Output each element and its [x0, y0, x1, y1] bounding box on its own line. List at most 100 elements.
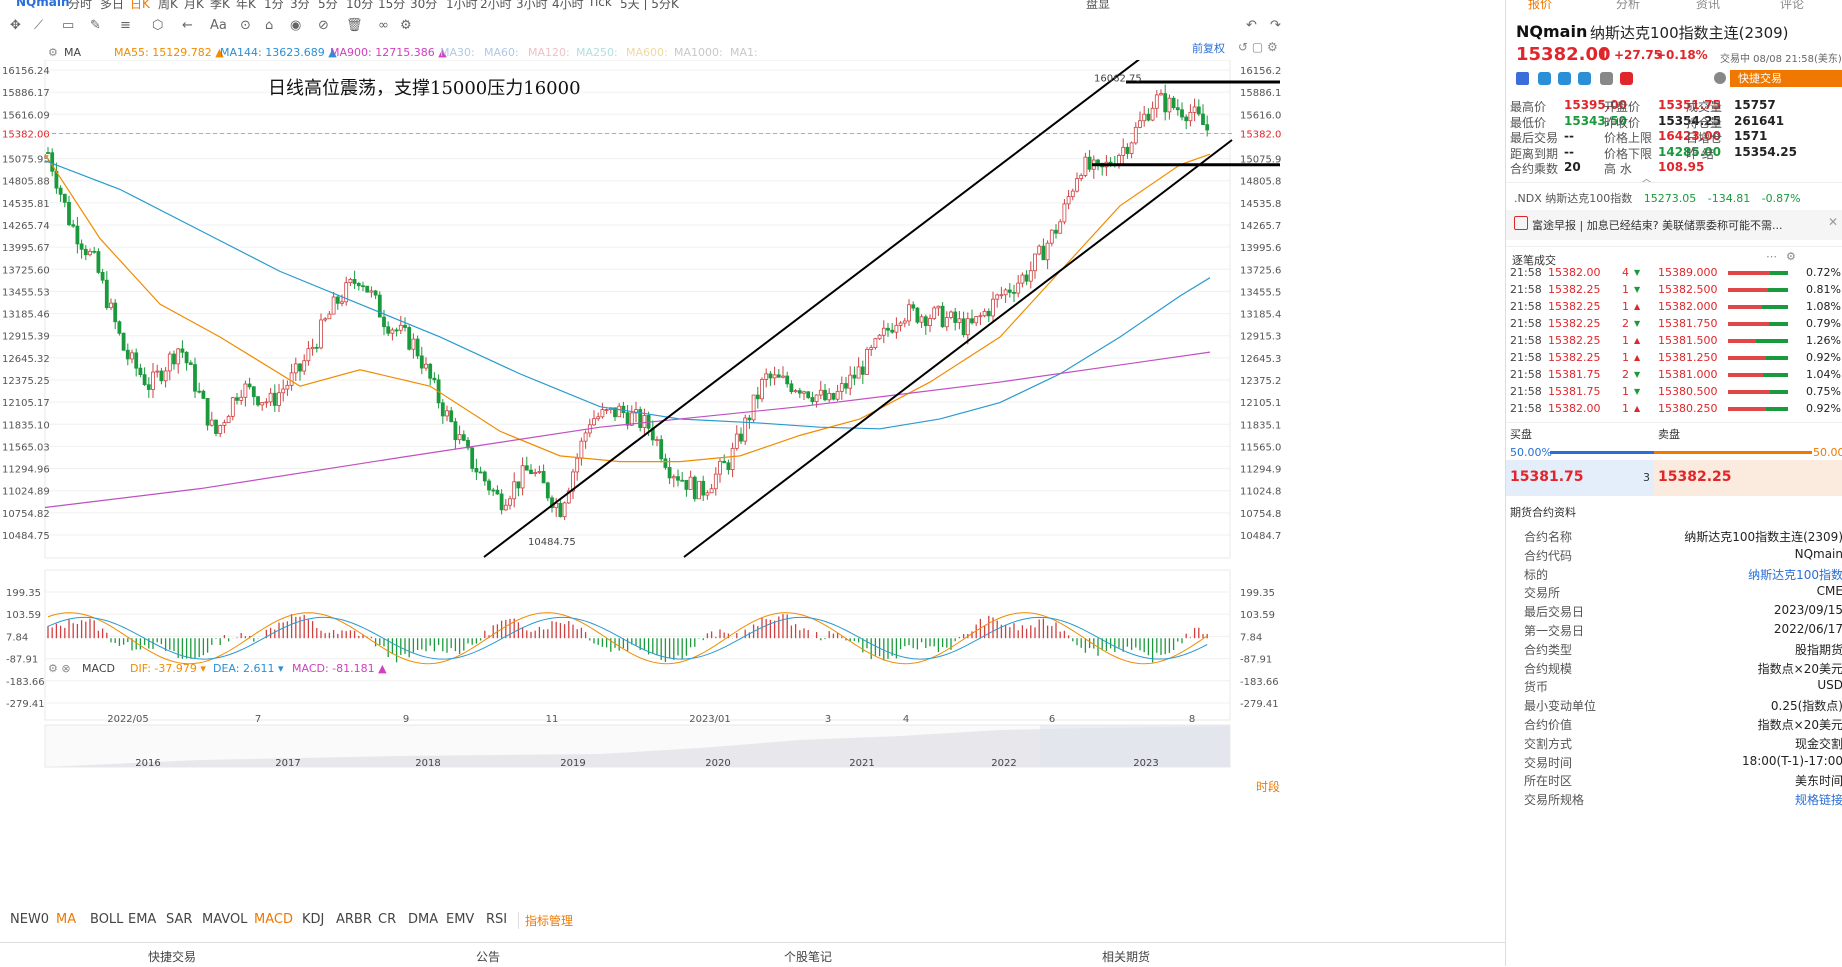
bid-box[interactable]: 15381.75 3	[1506, 460, 1654, 496]
trend-tool-icon[interactable]: ⟋	[34, 18, 44, 33]
magnet-icon[interactable]: ⌂	[265, 18, 274, 33]
quote-tab-0[interactable]: 报价	[1528, 0, 1553, 10]
heart-icon[interactable]	[1620, 72, 1633, 85]
period-13[interactable]: 30分	[410, 0, 438, 10]
ma-item-5[interactable]: MA120:	[528, 46, 570, 59]
period-5[interactable]: 月K	[184, 0, 204, 10]
indicator-tab-0[interactable]: NEW0	[10, 912, 50, 927]
quick-trade-button[interactable]: 快捷交易	[1730, 70, 1842, 87]
doc-icon[interactable]	[1600, 72, 1613, 85]
pen-tool-icon[interactable]: ✎	[90, 18, 101, 33]
period-16[interactable]: 3小时	[516, 0, 548, 10]
redo-icon[interactable]: ↷	[1270, 18, 1281, 33]
hide-icon[interactable]: ⊘	[318, 18, 329, 33]
tag-icon[interactable]	[1578, 72, 1591, 85]
period-7[interactable]: 年K	[236, 0, 256, 10]
restore-button[interactable]: 前复权	[1192, 42, 1225, 55]
more-icon[interactable]: ⋯	[1766, 250, 1777, 263]
indicator-tab-3[interactable]: EMA	[128, 912, 157, 927]
ndx-row[interactable]: .NDX 纳斯达克100指数 15273.05 -134.81 -0.87%	[1514, 190, 1801, 206]
indicator-tab-8[interactable]: ARBR	[336, 912, 372, 927]
ma-item-4[interactable]: MA60:	[484, 46, 519, 59]
period-11[interactable]: 10分	[346, 0, 374, 10]
eye-icon[interactable]: ◉	[290, 18, 302, 33]
back-icon[interactable]: ←	[182, 18, 193, 33]
indicator-tab-11[interactable]: EMV	[446, 912, 475, 927]
indicator-tab-13[interactable]: 指标管理	[518, 912, 573, 929]
candle	[155, 370, 160, 373]
link-icon[interactable]: ∞	[378, 18, 389, 33]
indicator-tab-9[interactable]: CR	[378, 912, 397, 927]
period-6[interactable]: 季K	[210, 0, 230, 10]
contract-value[interactable]: 纳斯达克100指数	[1748, 567, 1842, 582]
contract-value[interactable]: 规格链接	[1794, 793, 1842, 808]
crosshair-icon[interactable]: ✥	[10, 18, 21, 33]
period-0[interactable]: NQmain	[16, 0, 70, 9]
period-12[interactable]: 15分	[378, 0, 406, 10]
lock-icon[interactable]: ⊙	[240, 18, 251, 33]
ma-item-0[interactable]: MA55: 15129.782 ▲	[114, 46, 224, 59]
dist-bar-sell	[1728, 288, 1768, 292]
quote-tab-2[interactable]: 资讯	[1696, 0, 1721, 10]
timeframe-button[interactable]: 时段	[1256, 780, 1281, 794]
settings-icon[interactable]: ⚙	[48, 46, 58, 59]
chart-option-icons[interactable]: ↺ ▢ ⚙	[1238, 40, 1278, 54]
period-3[interactable]: 日K	[130, 0, 150, 10]
ma-item-6[interactable]: MA250:	[576, 46, 618, 59]
macd-settings-icon[interactable]: ⚙ ⊗	[48, 662, 71, 675]
period-2[interactable]: 多日	[100, 0, 125, 10]
macd-label[interactable]: MACD	[82, 662, 115, 675]
ma-item-2[interactable]: MA900: 12715.386 ▲	[330, 46, 447, 59]
app-icon-1[interactable]	[1538, 72, 1551, 85]
period-10[interactable]: 5分	[318, 0, 338, 10]
period-4[interactable]: 周K	[158, 0, 178, 10]
ma-label[interactable]: MA	[64, 46, 82, 59]
period-20[interactable]: 盘显	[1086, 0, 1111, 10]
indicator-tab-5[interactable]: MAVOL	[202, 912, 248, 927]
indicator-tab-7[interactable]: KDJ	[302, 912, 325, 927]
rect-tool-icon[interactable]: ▭	[62, 18, 75, 33]
ask-box[interactable]: 15382.25	[1654, 460, 1842, 496]
undo-icon[interactable]: ↶	[1246, 18, 1257, 33]
bottom-tab-3[interactable]: 相关期货	[1102, 950, 1151, 964]
collapse-icon[interactable]: ︿	[1641, 172, 1652, 185]
bell-icon[interactable]	[1714, 72, 1726, 84]
period-14[interactable]: 1小时	[446, 0, 478, 10]
candle	[386, 326, 391, 334]
settings-small-icon[interactable]: ⚙	[1786, 250, 1796, 263]
text-tool-icon[interactable]: Aa	[210, 18, 227, 33]
indicator-tab-4[interactable]: SAR	[166, 912, 193, 927]
period-1[interactable]: 分时	[68, 0, 93, 10]
bottom-tab-1[interactable]: 公告	[476, 950, 501, 964]
quote-tab-3[interactable]: 评论	[1780, 0, 1805, 10]
period-9[interactable]: 3分	[290, 0, 310, 10]
indicator-tab-12[interactable]: RSI	[486, 912, 508, 927]
indicator-tab-1[interactable]: MA	[56, 912, 77, 927]
settings-icon[interactable]: ⚙	[400, 18, 412, 33]
period-8[interactable]: 1分	[264, 0, 284, 10]
bottom-tab-0[interactable]: 快捷交易	[148, 950, 197, 964]
kline-chart[interactable]: 16156.24 16156.24 15886.17 15886.17 15616.09…	[0, 60, 1282, 850]
ma-item-8[interactable]: MA1000:	[674, 46, 723, 59]
period-17[interactable]: 4小时	[552, 0, 584, 10]
period-18[interactable]: Tick	[588, 0, 612, 9]
indicator-tab-10[interactable]: DMA	[408, 912, 439, 927]
trash-icon[interactable]: 🗑	[346, 18, 363, 33]
close-icon[interactable]: ✕	[1828, 215, 1839, 229]
ma-item-3[interactable]: MA30:	[440, 46, 475, 59]
news-banner[interactable]: 富途早报 | 加息已经结束? 美联储票委称可能不需... ✕	[1506, 210, 1842, 240]
quote-tab-1[interactable]: 分析	[1616, 0, 1641, 10]
indicator-tab-6[interactable]: MACD	[254, 912, 293, 927]
ma-item-9[interactable]: MA1:	[730, 46, 758, 59]
overview-window[interactable]	[1040, 725, 1230, 767]
shape-tool-icon[interactable]: ⬡	[152, 18, 164, 33]
period-19[interactable]: 5天 | 5分K	[620, 0, 679, 10]
ma-item-1[interactable]: MA144: 13623.689 ▲	[220, 46, 337, 59]
period-15[interactable]: 2小时	[480, 0, 512, 10]
fib-tool-icon[interactable]: ≡	[120, 18, 131, 33]
bottom-tab-2[interactable]: 个股笔记	[784, 950, 833, 964]
app-icon-2[interactable]	[1558, 72, 1571, 85]
ma-item-7[interactable]: MA600:	[626, 46, 668, 59]
indicator-tab-2[interactable]: BOLL	[90, 912, 124, 927]
flag-icon[interactable]	[1516, 72, 1529, 85]
